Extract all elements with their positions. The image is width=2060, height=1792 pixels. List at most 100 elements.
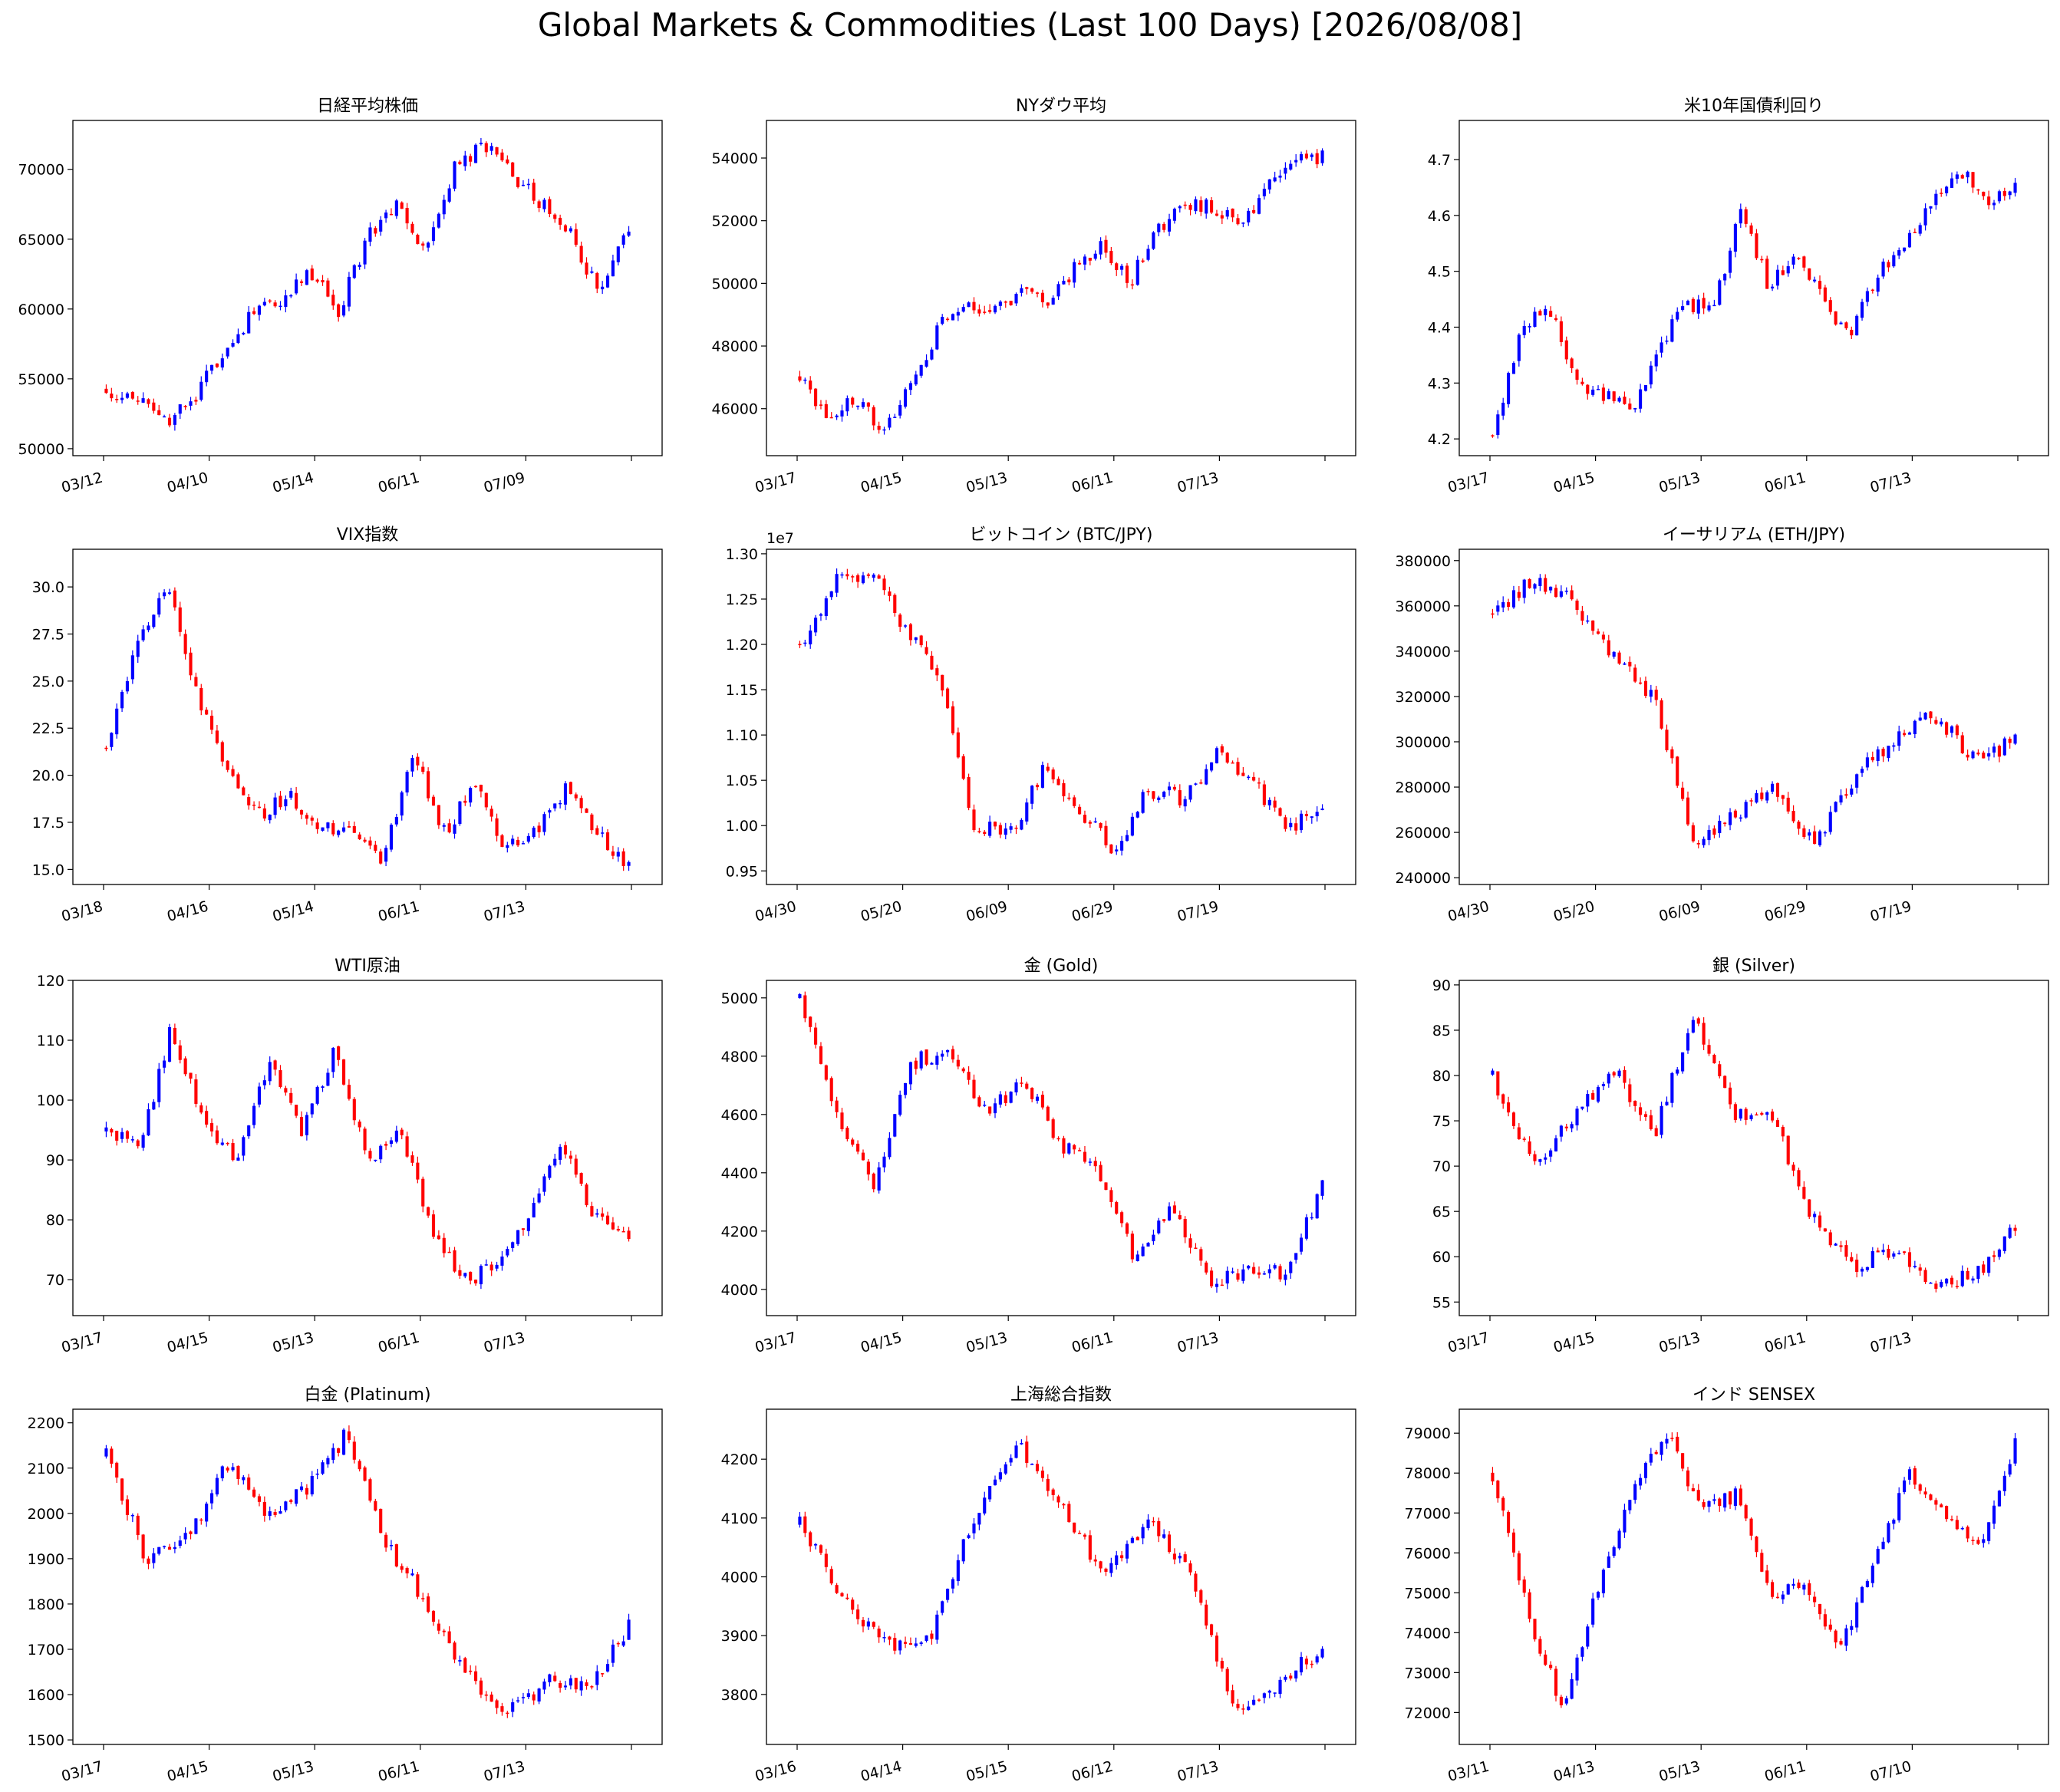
chart-panel: 白金 (Platinum) 1500 1600 1700 1800 1900 2000 210… — [28, 1385, 663, 1785]
candle-body — [1686, 301, 1690, 305]
candle-body — [1109, 1190, 1113, 1202]
candle-body — [1030, 786, 1034, 804]
candle-body — [1083, 815, 1087, 823]
candle-body — [1062, 281, 1066, 285]
candle-body — [458, 161, 462, 165]
candle-body — [819, 1046, 823, 1064]
y-tick-label: 260000 — [1395, 825, 1451, 842]
candle-body — [835, 1100, 839, 1112]
candle-body — [130, 1139, 134, 1141]
candle-body — [908, 1643, 912, 1645]
candle-body — [231, 1467, 235, 1471]
candle-body — [1199, 782, 1203, 784]
candle-body — [1934, 720, 1938, 724]
candle-body — [178, 607, 182, 632]
candle-body — [331, 1448, 335, 1461]
candle-body — [1014, 294, 1018, 304]
candle-body — [147, 1108, 150, 1136]
candle-body — [262, 301, 266, 306]
candle-body — [1078, 806, 1082, 815]
candle-body — [1252, 776, 1256, 781]
candle-body — [840, 574, 844, 576]
y-tick-label: 280000 — [1395, 779, 1451, 796]
candle-body — [1491, 435, 1495, 436]
x-tick-label: 07/13 — [1868, 1329, 1913, 1356]
chart-title: 上海総合指数 — [1010, 1385, 1112, 1405]
candle-body — [1035, 1096, 1040, 1101]
candle-body — [1781, 1594, 1785, 1599]
candle-body — [951, 1579, 955, 1589]
candle-body — [516, 176, 520, 187]
candle-body — [824, 598, 828, 617]
candle-body — [829, 591, 833, 598]
candle-body — [1775, 782, 1780, 797]
candle-body — [1172, 1553, 1176, 1560]
candle-body — [1612, 1072, 1616, 1076]
candle-body — [1570, 1678, 1574, 1699]
chart-title: 銀 (Silver) — [1712, 957, 1795, 976]
candle-body — [273, 1060, 277, 1070]
candle-body — [183, 1533, 187, 1540]
candle-body — [484, 1694, 488, 1696]
candle-body — [946, 318, 950, 321]
candle-body — [819, 614, 823, 616]
candle-body — [1247, 776, 1251, 779]
candle-body — [1570, 358, 1574, 369]
candle-body — [1046, 302, 1050, 306]
candle-body — [341, 1059, 346, 1085]
candle-body — [1940, 1281, 1943, 1287]
candle-body — [1976, 1540, 1980, 1544]
candle-body — [447, 1631, 451, 1644]
candle-body — [925, 1049, 928, 1065]
candle-body — [548, 199, 552, 214]
candle-body — [1225, 1668, 1229, 1692]
chart-panel: インド SENSEX 72000 73000 74000 75000 76000 77000… — [1405, 1385, 2049, 1785]
candle-body — [247, 311, 251, 334]
candle-body — [888, 591, 892, 596]
candle-body — [1289, 1261, 1293, 1273]
candle-body — [469, 1271, 473, 1281]
y-tick-label: 25.0 — [32, 674, 64, 690]
candle-body — [1639, 389, 1643, 409]
candle-body — [389, 213, 394, 216]
candle-body — [1654, 690, 1658, 700]
candle-body — [295, 279, 298, 294]
candle-body — [1507, 1102, 1511, 1113]
candle-body — [1035, 292, 1040, 294]
candle-body — [1586, 1626, 1590, 1647]
x-tick-label: 06/11 — [1070, 1329, 1116, 1356]
y-tick-label: 0.95 — [726, 863, 758, 880]
y-tick-label: 75000 — [1405, 1585, 1451, 1602]
candle-body — [972, 301, 976, 311]
candle-body — [178, 1540, 182, 1547]
x-tick-label: 06/29 — [1763, 898, 1808, 925]
y-tick-label: 77000 — [1405, 1505, 1451, 1522]
x-tick-label: 03/16 — [753, 1758, 799, 1785]
candle-body — [548, 1165, 552, 1178]
candle-body — [1538, 578, 1542, 586]
candle-body — [1252, 209, 1256, 213]
candle-body — [1135, 812, 1139, 818]
candle-body — [1299, 813, 1304, 831]
candle-body — [1236, 1704, 1240, 1708]
y-tick-label: 1.30 — [726, 546, 758, 563]
candle-body — [1913, 1468, 1917, 1485]
candle-body — [1078, 1150, 1082, 1151]
candle-body — [463, 1658, 467, 1673]
candle-body — [930, 1062, 934, 1065]
candle-body — [1818, 1603, 1822, 1615]
candle-body — [1686, 797, 1690, 825]
candle-body — [998, 1472, 1002, 1480]
candle-body — [1522, 1580, 1526, 1593]
candle-body — [840, 1593, 844, 1596]
candle-body — [1870, 756, 1874, 761]
candle-body — [1252, 1267, 1256, 1274]
candle-body — [1913, 1265, 1917, 1267]
candle-body — [115, 399, 119, 400]
candle-body — [972, 1524, 976, 1533]
candle-body — [189, 401, 193, 406]
candle-body — [1940, 1504, 1943, 1507]
candle-body — [861, 402, 865, 407]
y-tick-label: 79000 — [1405, 1425, 1451, 1442]
candle-body — [310, 1103, 314, 1115]
